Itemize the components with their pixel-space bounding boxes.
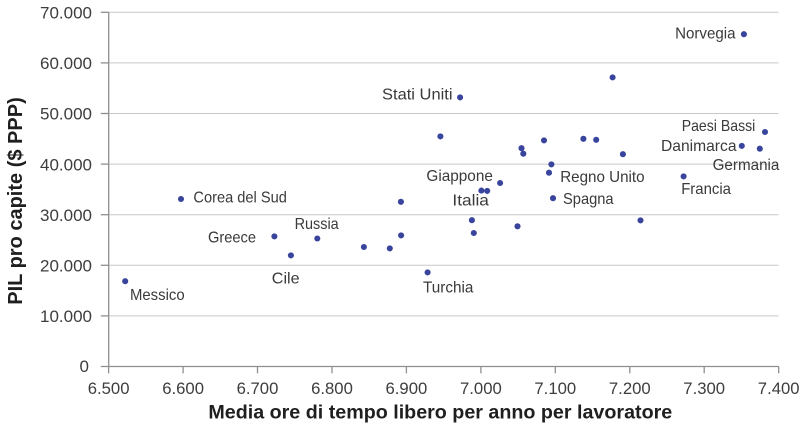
svg-text:7.300: 7.300	[683, 379, 725, 398]
svg-text:6.600: 6.600	[162, 379, 204, 398]
svg-text:6.800: 6.800	[311, 379, 353, 398]
svg-text:Norvegia: Norvegia	[675, 26, 735, 43]
svg-text:Italia: Italia	[452, 192, 489, 209]
svg-text:50.000: 50.000	[40, 105, 92, 124]
svg-text:70.000: 70.000	[40, 4, 92, 23]
svg-text:Stati Uniti: Stati Uniti	[382, 87, 453, 104]
svg-text:30.000: 30.000	[40, 206, 92, 225]
svg-text:Russia: Russia	[295, 216, 339, 233]
svg-text:7.100: 7.100	[534, 379, 576, 398]
svg-text:Corea del Sud: Corea del Sud	[193, 190, 287, 207]
svg-text:6.900: 6.900	[386, 379, 428, 398]
svg-text:Germania: Germania	[713, 157, 780, 174]
svg-text:Cile: Cile	[272, 271, 300, 288]
svg-text:Messico: Messico	[130, 287, 185, 304]
svg-text:PIL pro capite ($ PPP): PIL pro capite ($ PPP)	[5, 97, 27, 304]
svg-text:0: 0	[80, 357, 89, 376]
svg-text:10.000: 10.000	[40, 307, 92, 326]
svg-text:7.400: 7.400	[758, 379, 800, 398]
svg-text:Regno Unito: Regno Unito	[560, 169, 644, 186]
svg-text:20.000: 20.000	[40, 257, 92, 276]
svg-text:60.000: 60.000	[40, 54, 92, 73]
svg-text:6.700: 6.700	[237, 379, 279, 398]
svg-text:Giappone: Giappone	[426, 168, 493, 185]
svg-text:7.200: 7.200	[609, 379, 651, 398]
svg-text:Media ore di tempo libero per: Media ore di tempo libero per anno per l…	[208, 402, 672, 424]
svg-text:Turchia: Turchia	[423, 280, 473, 297]
svg-text:Greece: Greece	[208, 230, 256, 247]
svg-text:Paesi Bassi: Paesi Bassi	[682, 118, 756, 135]
svg-text:40.000: 40.000	[40, 155, 92, 174]
svg-text:Spagna: Spagna	[563, 191, 614, 208]
svg-text:6.500: 6.500	[88, 379, 130, 398]
svg-text:Francia: Francia	[681, 181, 731, 198]
svg-text:Danimarca: Danimarca	[661, 138, 737, 155]
svg-text:7.000: 7.000	[460, 379, 502, 398]
